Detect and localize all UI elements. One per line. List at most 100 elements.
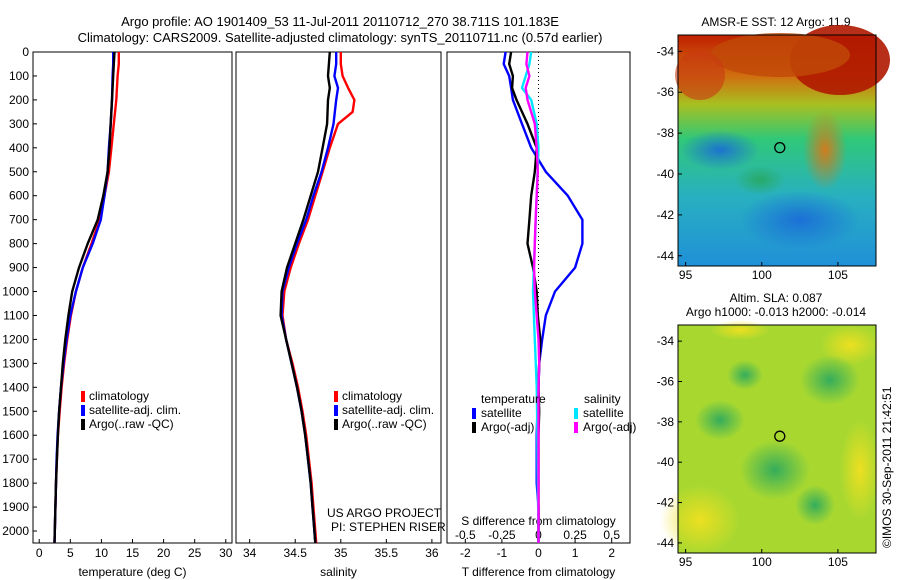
diff-series-3 [524, 51, 541, 543]
diff-x2-tick-label: -0.5 [455, 528, 476, 542]
diff-legend-label: satellite [583, 406, 624, 420]
sst-map-axes: 95 100 105 -34 -36 -38 -40 -42 -44 [657, 44, 849, 282]
temp-panel: 0 5 10 15 20 25 30 temperature (deg C) 0 100 200 30… [2, 45, 232, 579]
temp-y-tick-label: 300 [9, 117, 29, 131]
sal-x-axis-label: salinity [320, 565, 357, 579]
map-y-tick-label: -34 [657, 44, 675, 58]
temp-legend-swatch [81, 391, 85, 402]
figure-title: Argo profile: AO 1901409_53 11-Jul-2011 … [121, 14, 559, 29]
temp-y-tick-label: 1600 [2, 428, 29, 442]
temp-x-tick-label: 10 [95, 546, 109, 560]
sal-series-0 [281, 52, 356, 544]
diff-legend-swatch [472, 408, 476, 419]
map-y-tick-label: -34 [657, 334, 675, 348]
temp-y-tick-label: 1900 [2, 500, 29, 514]
sal-series-2 [279, 51, 331, 544]
credit-stamp: ©IMOS 30-Sep-2011 21:42:51 [880, 386, 894, 548]
sla-map: Altim. SLA: 0.087 Argo h1000: -0.013 h20… [657, 291, 880, 569]
diff-x-axis-label: T difference from climatology [462, 565, 616, 579]
map-y-tick-label: -40 [657, 455, 675, 469]
figure-subtitle: Climatology: CARS2009. Satellite-adjuste… [78, 30, 603, 45]
sal-legend-swatch [334, 391, 338, 402]
temp-y-tick-label: 900 [9, 261, 29, 275]
map-y-tick-label: -38 [657, 415, 675, 429]
temp-y-tick-label: 800 [9, 237, 29, 251]
map-y-tick-label: -36 [657, 85, 675, 99]
sal-legend-swatch [334, 419, 338, 430]
diff-legend-title-temperature: temperature [481, 392, 546, 406]
temp-legend-label: climatology [89, 389, 149, 403]
sla-map-axes: 95 100 105 -34 -36 -38 -40 -42 -44 [657, 334, 849, 569]
temp-x-tick-label: 30 [219, 546, 233, 560]
sla-map-frame [677, 324, 877, 554]
temp-legend-swatch [81, 405, 85, 416]
diff-panel: -2 -1 0 1 2 T difference from climatology -0.5… [446, 51, 636, 579]
diff-legend-label: Argo(-adj) [583, 420, 636, 434]
temp-legend-swatch [81, 419, 85, 430]
temp-y-tick-label: 400 [9, 141, 29, 155]
sst-map-frame [677, 34, 877, 267]
sst-map: AMSR-E SST: 12 Argo: 11.9 95 100 105 -34 -36… [657, 15, 890, 282]
temp-series-1 [53, 52, 115, 544]
sal-panel: 34 34.5 35 35.5 36 salinity climatologysatelli… [235, 51, 442, 579]
sal-x-tick-label: 36 [425, 546, 439, 560]
map-x-tick-label: 100 [752, 268, 772, 282]
temp-y-tick-label: 1400 [2, 380, 29, 394]
temp-y-tick-label: 500 [9, 165, 29, 179]
sal-legend-label: climatology [342, 389, 402, 403]
map-x-tick-label: 95 [679, 555, 693, 569]
map-x-tick-label: 105 [828, 268, 848, 282]
project-note-line1: US ARGO PROJECT [327, 506, 442, 520]
sst-map-title: AMSR-E SST: 12 Argo: 11.9 [701, 15, 851, 29]
temp-y-tick-label: 1000 [2, 285, 29, 299]
map-y-tick-label: -38 [657, 126, 675, 140]
temp-frame [32, 51, 233, 544]
diff-legend-swatch [574, 422, 578, 433]
map-y-tick-label: -40 [657, 167, 675, 181]
sla-argo-marker [774, 430, 786, 442]
temp-x-tick-label: 15 [126, 546, 140, 560]
temp-y-tick-label: 700 [9, 213, 29, 227]
diff-legend: temperature salinitysatelliteArgo(-adj)sa… [472, 392, 636, 434]
sst-map-field [675, 25, 890, 266]
diff-legend-swatch [472, 422, 476, 433]
temp-series-0 [53, 52, 121, 544]
sla-map-title: Altim. SLA: 0.087 [730, 291, 823, 305]
diff-x2-tick-label: -0.25 [488, 528, 516, 542]
map-x-tick-label: 105 [828, 555, 848, 569]
temp-x-tick-label: 25 [188, 546, 202, 560]
temp-y-tick-label: 100 [9, 69, 29, 83]
map-x-tick-label: 100 [752, 555, 772, 569]
map-y-tick-label: -42 [657, 496, 675, 510]
diff-legend-label: satellite [481, 406, 522, 420]
temp-y-tick-label: 1700 [2, 452, 29, 466]
map-y-tick-label: -44 [657, 249, 675, 263]
map-y-tick-label: -44 [657, 536, 675, 550]
diff-legend-label: Argo(-adj) [481, 420, 534, 434]
temp-y-tick-label: 1500 [2, 404, 29, 418]
temp-x-tick-label: 0 [36, 546, 43, 560]
diff-x2-tick-label: 0.25 [563, 528, 587, 542]
diff-legend-title-salinity: salinity [584, 392, 621, 406]
diff-x-tick-label: 1 [572, 546, 579, 560]
diff-series-0 [502, 51, 584, 543]
map-y-tick-label: -42 [657, 208, 675, 222]
temp-y-tick-label: 1300 [2, 356, 29, 370]
temp-legend-label: Argo(..raw -QC) [89, 417, 174, 431]
sal-legend-label: satellite-adj. clim. [342, 403, 434, 417]
sal-frame [235, 51, 442, 544]
temp-y-tick-label: 200 [9, 93, 29, 107]
diff-legend-swatch [574, 408, 578, 419]
temp-legend-label: satellite-adj. clim. [89, 403, 181, 417]
diff-x2-tick-label: 0.5 [603, 528, 620, 542]
project-note-line2: PI: STEPHEN RISER [331, 520, 446, 534]
sal-legend-label: Argo(..raw -QC) [342, 417, 427, 431]
temp-x-tick-label: 5 [67, 546, 74, 560]
diff-x-tick-label: -2 [460, 546, 471, 560]
map-y-tick-label: -36 [657, 374, 675, 388]
map-x-tick-label: 95 [679, 268, 693, 282]
sal-x-tick-label: 35 [334, 546, 348, 560]
temp-y-tick-label: 1800 [2, 476, 29, 490]
